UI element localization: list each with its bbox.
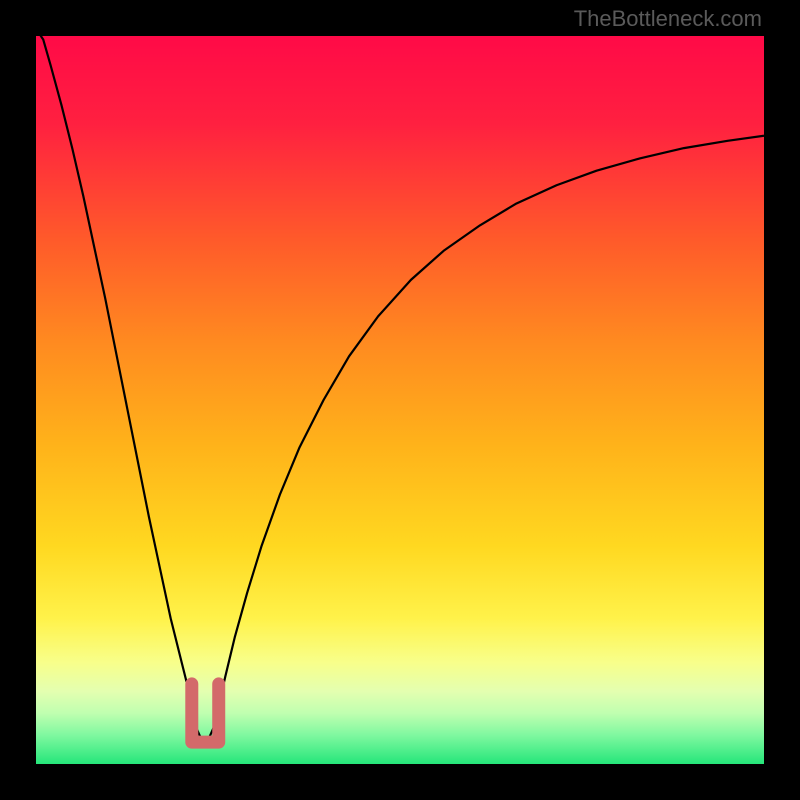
watermark-label: TheBottleneck.com bbox=[574, 6, 762, 32]
bottleneck-curve bbox=[36, 36, 764, 741]
frame-border-right bbox=[764, 0, 800, 800]
frame-border-bottom bbox=[0, 764, 800, 800]
chart-stage: TheBottleneck.com bbox=[0, 0, 800, 800]
curve-layer bbox=[36, 36, 764, 764]
plot-area bbox=[36, 36, 764, 764]
valley-bracket-marker bbox=[192, 684, 219, 742]
frame-border-left bbox=[0, 0, 36, 800]
